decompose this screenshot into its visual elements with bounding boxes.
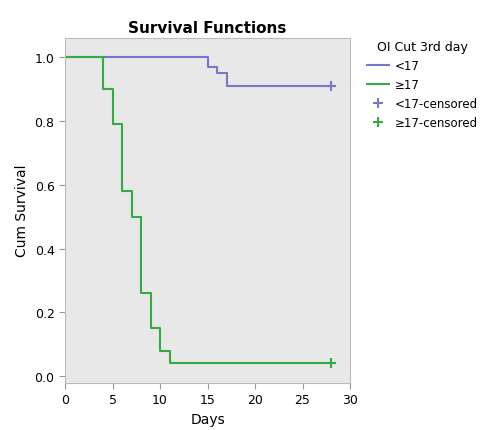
Legend: <17, ≥17, <17-censored, ≥17-censored: <17, ≥17, <17-censored, ≥17-censored (368, 41, 478, 129)
Title: Survival Functions: Survival Functions (128, 21, 286, 36)
X-axis label: Days: Days (190, 412, 225, 426)
Y-axis label: Cum Survival: Cum Survival (15, 165, 29, 257)
